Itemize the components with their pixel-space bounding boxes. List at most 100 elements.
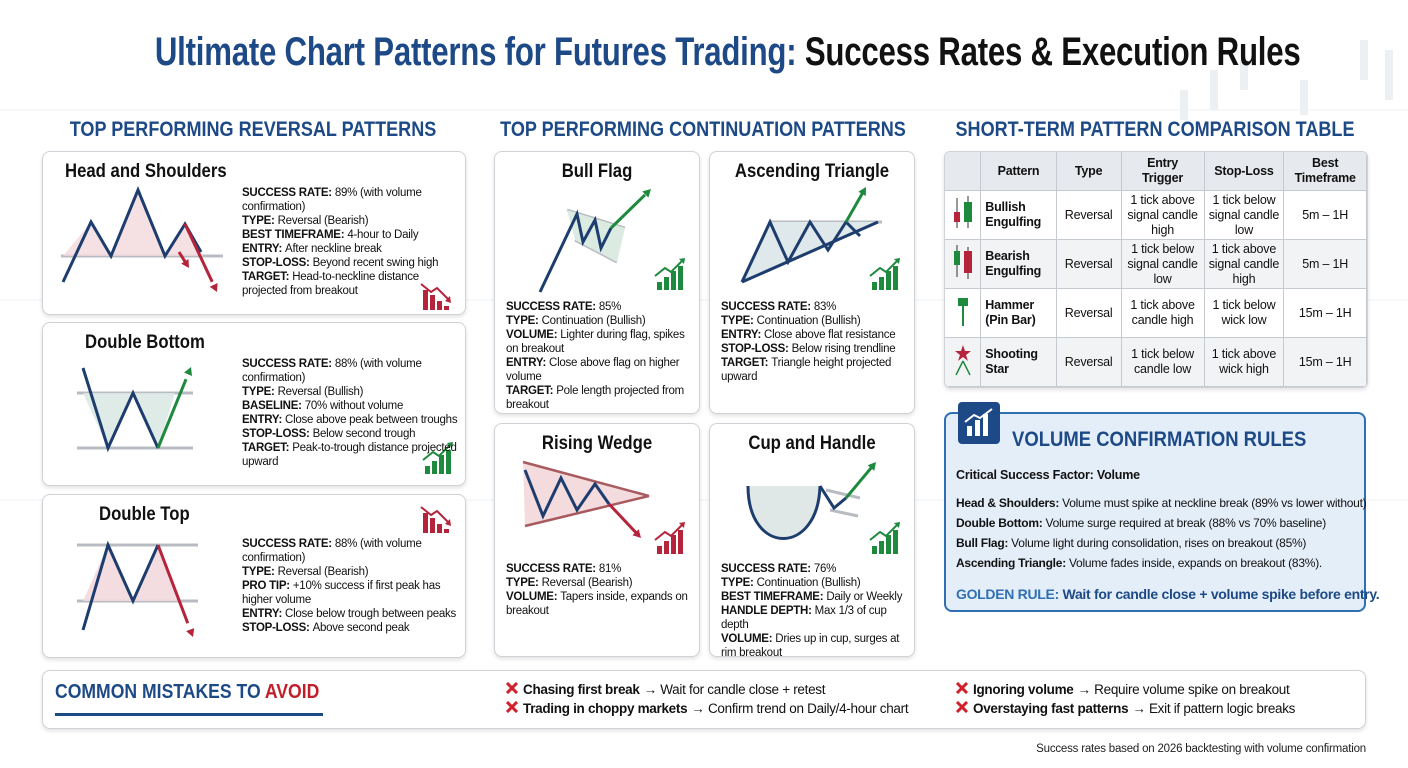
section-heading: TOP PERFORMING CONTINUATION PATTERNS — [500, 118, 906, 141]
detail-line: SUCCESS RATE: 88% (with volume confirmati… — [242, 357, 464, 385]
golden-rule: GOLDEN RULE: Wait for candle close + vol… — [956, 586, 1380, 602]
detail-text: Beyond recent swing high — [312, 257, 439, 269]
detail-line: ENTRY: Close below trough between peaks — [242, 607, 464, 621]
pattern-card: Bull Flag SUCCESS RATE: 85% TYPE: Continuati… — [494, 151, 700, 414]
detail-label: STOP-LOSS: — [242, 622, 310, 634]
detail-label: HANDLE DEPTH: — [721, 605, 812, 617]
detail-line: SUCCESS RATE: 89% (with volume confirmati… — [242, 186, 464, 214]
card-details: SUCCESS RATE: 88% (with volume confirmati… — [242, 537, 464, 635]
mistake-item: Overstaying fast patterns → Exit if patte… — [955, 700, 1295, 716]
detail-line: TYPE: Continuation (Bullish) — [506, 314, 692, 328]
footer-note: Success rates based on 2026 backtesting … — [1036, 743, 1366, 755]
detail-text: Triangle height projected upward — [721, 357, 892, 383]
card-title: Cup and Handle — [748, 433, 876, 454]
card-details: SUCCESS RATE: 81% TYPE: Reversal (Bearish) V… — [506, 562, 692, 618]
detail-line: TARGET: Triangle height projected upward — [721, 356, 907, 384]
detail-line: SUCCESS RATE: 88% (with volume confirmati… — [242, 537, 464, 565]
card-title: Double Bottom — [85, 332, 205, 353]
detail-label: ENTRY: — [506, 357, 547, 369]
detail-text: Peak-to-trough distance projected upward — [242, 442, 457, 468]
detail-line: STOP-LOSS: Below second trough — [242, 427, 464, 441]
detail-text: Continuation (Bullish) — [541, 315, 646, 327]
candle-icon — [957, 298, 968, 326]
detail-line: BASELINE: 70% without volume — [242, 399, 464, 413]
detail-label: TYPE: — [242, 386, 275, 398]
volume-items: Head & Shoulders: Volume must spike at ne… — [956, 493, 1367, 573]
detail-text: +10% success if first peak has higher vo… — [242, 580, 441, 606]
detail-text: Above second peak — [312, 622, 410, 634]
detail-line: TYPE: Reversal (Bearish) — [242, 565, 464, 579]
pattern-card: Rising Wedge SUCCESS RATE: 81% TYPE: Reversa… — [494, 423, 700, 657]
detail-text: Close above flag on higher volume — [506, 357, 680, 383]
detail-label: STOP-LOSS: — [242, 428, 310, 440]
detail-text: Continuation (Bullish) — [756, 577, 861, 589]
card-details: SUCCESS RATE: 85% TYPE: Continuation (Bulli… — [506, 300, 692, 412]
mistakes-title: COMMON MISTAKES TO AVOID — [55, 681, 319, 704]
golden-text: Wait for candle close + volume spike bef… — [1062, 586, 1380, 602]
detail-label: TYPE: — [242, 566, 275, 578]
detail-line: ENTRY: Close above flag on higher volume — [506, 356, 692, 384]
mistake-text: → Wait for candle close + retest — [643, 682, 826, 697]
table-row: Bearish Engulfing Reversal 1 tick below si… — [945, 239, 1367, 289]
detail-text: Pole length projected from breakout — [506, 385, 684, 411]
mistake-item: Chasing first break → Wait for candle clo… — [505, 681, 826, 697]
table-cell: 1 tick above candle high — [1120, 288, 1205, 338]
volume-item-label: Double Bottom: — [956, 516, 1043, 530]
volume-title: VOLUME CONFIRMATION RULES — [1012, 428, 1307, 451]
table-cell: Hammer (Pin Bar) — [980, 288, 1057, 338]
mistake-label: Ignoring volume — [973, 682, 1074, 697]
column-header: Best Timeframe — [1283, 152, 1367, 191]
detail-line: HANDLE DEPTH: Max 1/3 of cup depth — [721, 604, 907, 632]
detail-line: SUCCESS RATE: 76% — [721, 562, 907, 576]
detail-line: TYPE: Reversal (Bullish) — [242, 385, 464, 399]
detail-text: 83% — [813, 301, 837, 313]
detail-text: 76% — [813, 563, 837, 575]
detail-label: TARGET: — [721, 357, 769, 369]
table-row: Bullish Engulfing Reversal 1 tick above si… — [945, 190, 1367, 240]
detail-text: 85% — [598, 301, 622, 313]
detail-text: 70% without volume — [304, 400, 404, 412]
detail-text: Daily or Weekly — [826, 591, 903, 603]
candle-icon — [954, 345, 971, 376]
table-cell: 1 tick below signal candle low — [1120, 239, 1205, 289]
volume-item: Head & Shoulders: Volume must spike at ne… — [956, 493, 1367, 513]
pattern-card: Head and Shoulders SUCCESS RATE: 89% (with… — [42, 151, 466, 315]
mistake-text: → Require volume spike on breakout — [1077, 682, 1290, 697]
table-cell: 1 tick above signal candle high — [1203, 239, 1285, 289]
detail-label: PRO TIP: — [242, 580, 290, 592]
volume-item-label: Ascending Triangle: — [956, 556, 1066, 570]
mistake-label: Trading in choppy markets — [523, 701, 688, 716]
detail-text: 81% — [598, 563, 622, 575]
table-cell: Shooting Star — [980, 337, 1057, 387]
detail-label: BEST TIMEFRAME: — [721, 591, 824, 603]
card-details: SUCCESS RATE: 89% (with volume confirmati… — [242, 186, 464, 298]
detail-line: VOLUME: Tapers inside, expands on breakou… — [506, 590, 692, 618]
detail-label: SUCCESS RATE: — [242, 187, 332, 199]
detail-line: VOLUME: Lighter during flag, spikes on br… — [506, 328, 692, 356]
detail-line: TYPE: Reversal (Bearish) — [506, 576, 692, 590]
detail-label: TYPE: — [506, 577, 539, 589]
title-underline — [55, 713, 323, 716]
detail-line: SUCCESS RATE: 85% — [506, 300, 692, 314]
detail-label: BEST TIMEFRAME: — [242, 229, 345, 241]
mistakes-title-main: COMMON MISTAKES TO — [55, 681, 261, 703]
detail-line: TARGET: Head-to-neckline distance project… — [242, 270, 464, 298]
detail-text: Lighter during flag, spikes on breakout — [506, 329, 685, 355]
table-cell: 5m – 1H — [1283, 190, 1367, 240]
detail-line: PRO TIP: +10% success if first peak has h… — [242, 579, 464, 607]
detail-text: Close below trough between peaks — [285, 608, 457, 620]
detail-label: VOLUME: — [506, 591, 558, 603]
detail-text: 88% (with volume confirmation) — [242, 358, 422, 384]
detail-label: BASELINE: — [242, 400, 302, 412]
detail-label: SUCCESS RATE: — [721, 301, 811, 313]
detail-label: ENTRY: — [242, 243, 283, 255]
card-title: Double Top — [99, 504, 190, 525]
detail-label: TYPE: — [242, 215, 275, 227]
detail-text: Tapers inside, expands on breakout — [506, 591, 688, 617]
title-main: Ultimate Chart Patterns for Futures Trad… — [154, 30, 797, 74]
detail-text: Continuation (Bullish) — [756, 315, 861, 327]
pattern-card: Double Bottom SUCCESS RATE: 88% (with volu… — [42, 322, 466, 486]
comparison-table: Pattern Type Entry Trigger Stop-Loss Best Ti… — [945, 152, 1367, 387]
detail-label: VOLUME: — [506, 329, 558, 341]
